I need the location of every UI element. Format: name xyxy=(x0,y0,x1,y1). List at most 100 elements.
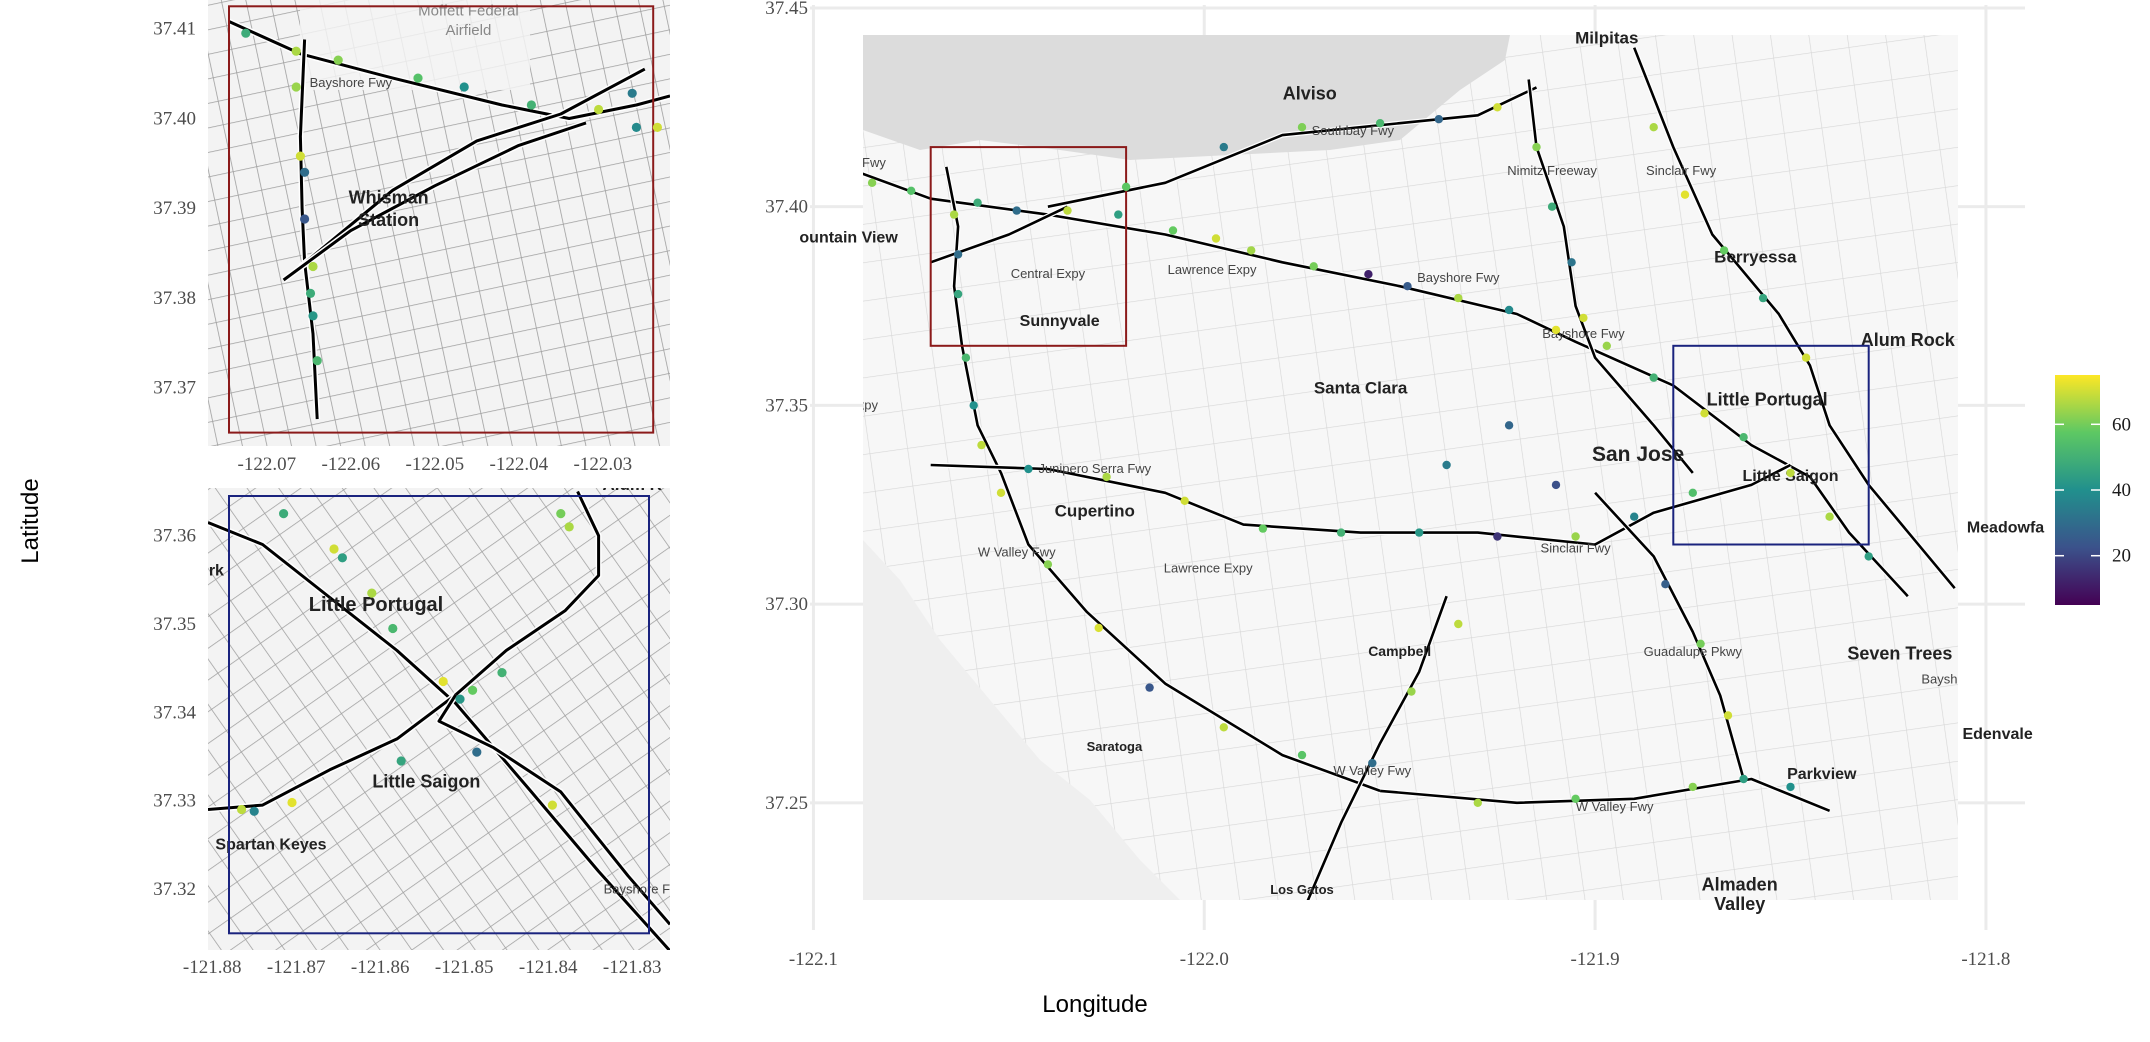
sensor-point xyxy=(329,544,339,554)
sensor-point xyxy=(241,28,251,38)
sensor-point xyxy=(1786,782,1795,792)
inset-bottom-place-labels: Little Portugal Little Saigon Spartan Keye… xyxy=(209,488,662,853)
place-label: Valley xyxy=(1714,894,1765,914)
place-label: Airfield xyxy=(445,22,491,39)
road-line xyxy=(208,490,601,811)
colorbar-tick-label: 40 xyxy=(2112,480,2131,501)
sensor-point xyxy=(1567,258,1576,267)
inset-bottom-road-labels: Bayshore Fwy xyxy=(604,882,687,897)
place-label: Seven Trees xyxy=(1847,644,1952,664)
sensor-point xyxy=(1579,313,1588,323)
road-label: Bayshore Fwy xyxy=(604,882,687,897)
main-map-sensor-points xyxy=(867,103,1873,807)
sensor-point xyxy=(305,288,316,298)
sensor-point xyxy=(1825,512,1834,521)
place-label: Little Portugal xyxy=(309,594,443,616)
sensor-point xyxy=(497,668,507,678)
place-label: Whisman xyxy=(349,188,429,208)
road-line xyxy=(437,693,670,926)
sensor-point xyxy=(1043,560,1053,569)
sensor-point xyxy=(1473,798,1483,807)
sensor-point xyxy=(1864,552,1873,561)
place-label: Almaden xyxy=(1702,874,1778,894)
place-label: Station xyxy=(358,210,419,230)
sensor-point xyxy=(1012,206,1021,215)
sensor-point xyxy=(953,289,963,299)
road-line xyxy=(299,67,646,268)
sensor-point xyxy=(1415,528,1424,537)
inset-top-y-ticks: 37.37 37.38 37.39 37.40 37.41 xyxy=(153,19,196,399)
road-label: Bayshore Fwy xyxy=(804,155,887,170)
x-tick-label: -121.85 xyxy=(435,957,494,978)
sensor-point xyxy=(1602,341,1612,350)
x-axis-title: Longitude xyxy=(1042,991,1147,1018)
road-line xyxy=(1594,491,1745,780)
colorbar-tick-label: 20 xyxy=(2112,546,2131,567)
sensor-point xyxy=(1571,794,1580,803)
sensor-point xyxy=(1180,496,1189,505)
x-tick-label: -122.0 xyxy=(1180,949,1229,970)
sensor-point xyxy=(1297,750,1307,760)
sensor-point xyxy=(1454,619,1463,629)
sensor-point xyxy=(1309,262,1318,271)
sensor-point xyxy=(594,104,604,115)
sensor-point xyxy=(1364,270,1373,279)
y-tick-label: 37.33 xyxy=(153,791,196,812)
road-label: Sinclair Fwy xyxy=(1646,163,1717,178)
x-tick-label: -121.86 xyxy=(351,957,410,978)
sensor-point xyxy=(291,82,301,92)
sensor-point xyxy=(1649,373,1658,382)
sensor-point xyxy=(1547,202,1557,211)
zoom-box xyxy=(1672,344,1870,546)
inset-top-box xyxy=(228,5,655,434)
sensor-point xyxy=(1247,246,1256,255)
sensor-point xyxy=(1661,580,1670,589)
sensor-point xyxy=(977,440,986,450)
sensor-point xyxy=(237,804,247,815)
sensor-point xyxy=(1121,182,1131,191)
sensor-point xyxy=(1168,226,1178,235)
sensor-point xyxy=(367,588,377,598)
x-tick-label: -122.06 xyxy=(322,454,381,475)
sensor-point xyxy=(556,508,566,519)
sensor-point xyxy=(1630,512,1639,521)
sensor-point xyxy=(867,178,877,187)
sensor-point xyxy=(1688,488,1698,497)
place-label: Santa Clara xyxy=(1314,379,1408,398)
sensor-point xyxy=(526,100,537,110)
sensor-point xyxy=(279,508,289,519)
x-tick-label: -122.05 xyxy=(406,454,465,475)
place-label: Little Saigon xyxy=(372,772,480,792)
sensor-point xyxy=(249,806,259,816)
sensor-point xyxy=(627,88,637,98)
sensor-point xyxy=(333,55,343,65)
sensor-point xyxy=(1434,115,1444,124)
road-line xyxy=(1047,86,1538,208)
sensor-point xyxy=(953,250,963,259)
sensor-point xyxy=(438,676,448,687)
road-line xyxy=(1306,595,1448,900)
place-label: Meadowfa xyxy=(1967,520,2044,537)
road-line xyxy=(945,166,1381,793)
place-label: Sunnyvale xyxy=(1020,313,1100,330)
sensor-point xyxy=(1739,433,1748,442)
sensor-point xyxy=(1786,468,1795,478)
road-label: Guadalupe Pkwy xyxy=(1644,644,1743,659)
place-label: Berryessa xyxy=(1714,247,1797,266)
x-tick-label: -122.07 xyxy=(238,454,297,475)
place-label: Los Gatos xyxy=(1270,882,1334,897)
x-tick-label: -121.9 xyxy=(1571,949,1620,970)
place-label: Little Portugal xyxy=(1707,389,1828,409)
road-line xyxy=(228,20,670,120)
basemap-hills xyxy=(863,540,1180,900)
y-tick-label: 37.36 xyxy=(153,526,196,547)
sensor-point xyxy=(413,73,423,83)
road-label: Bayshore Fwy xyxy=(310,75,393,90)
sensor-point xyxy=(1024,464,1033,474)
zoom-box xyxy=(929,146,1128,347)
road-label: Sinclair Fwy xyxy=(1541,540,1612,555)
sensor-point xyxy=(1551,480,1561,490)
sensor-point xyxy=(1407,687,1416,696)
sensor-point xyxy=(1504,305,1514,315)
x-tick-label: -122.1 xyxy=(789,949,838,970)
